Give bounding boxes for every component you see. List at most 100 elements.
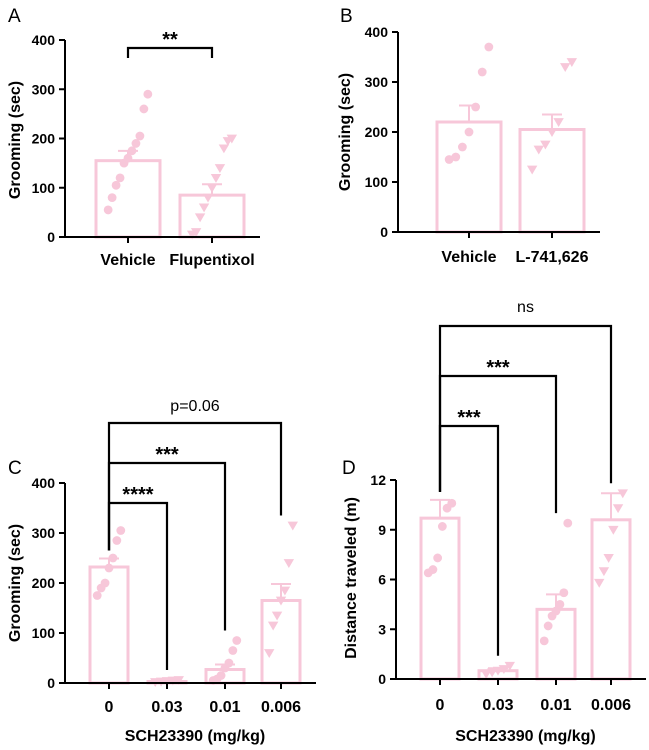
data-point — [594, 578, 605, 588]
data-point — [283, 559, 295, 568]
data-point — [275, 596, 287, 606]
data-point — [608, 525, 619, 535]
y-tick-label: 0 — [380, 224, 388, 240]
data-point — [143, 89, 153, 99]
data-point — [111, 180, 121, 190]
data-point — [457, 142, 467, 152]
data-point — [267, 621, 279, 631]
data-point — [135, 131, 145, 141]
data-point — [598, 567, 610, 577]
data-point — [264, 649, 275, 658]
data-point — [498, 665, 510, 674]
category-label: 0 — [436, 697, 445, 714]
significance-label: *** — [457, 407, 481, 429]
data-point — [447, 498, 457, 508]
y-tick-label: 200 — [32, 131, 56, 147]
data-point — [486, 668, 498, 678]
y-axis-label: Distance traveled (m) — [343, 497, 360, 659]
y-axis-label: Grooming (sec) — [7, 524, 24, 642]
y-tick-label: 100 — [32, 625, 56, 641]
panel-a: A Vehicle Flupentixol 0 100 200 300 400 Grooming… — [7, 6, 260, 269]
significance-label: ** — [162, 29, 178, 51]
panel-letter: D — [342, 458, 356, 479]
data-point — [471, 102, 481, 112]
bar — [178, 193, 246, 239]
x-axis-label: SCH23390 (mg/kg) — [455, 728, 596, 745]
data-point — [451, 152, 461, 162]
data-point — [100, 578, 110, 588]
data-point — [559, 588, 569, 598]
category-label: Flupentixol — [169, 252, 254, 269]
significance-bracket — [126, 46, 214, 58]
data-point — [428, 565, 438, 574]
data-point — [481, 670, 492, 679]
significance-label: *** — [155, 444, 179, 466]
data-point — [271, 611, 283, 621]
data-point — [551, 606, 561, 616]
y-tick-label: 400 — [365, 24, 389, 40]
data-point — [127, 146, 137, 156]
y-tick-label: 0 — [47, 229, 55, 245]
y-axis-label: Grooming (sec) — [7, 81, 24, 199]
category-label: 0.006 — [261, 699, 301, 716]
category-label: 0.006 — [591, 697, 631, 714]
data-point — [546, 128, 558, 137]
bar — [260, 599, 302, 685]
data-point — [115, 173, 125, 183]
category-label: L-741,626 — [516, 249, 589, 266]
data-point — [116, 526, 126, 535]
data-point — [555, 599, 565, 609]
significance-label: ns — [517, 299, 534, 316]
data-point — [504, 661, 515, 671]
data-point — [543, 621, 553, 631]
data-point — [107, 193, 117, 203]
data-point — [226, 134, 238, 144]
category-label: 0.03 — [151, 699, 182, 716]
category-label: Vehicle — [441, 249, 496, 266]
y-tick-label: 9 — [378, 522, 386, 538]
panel-letter: C — [8, 458, 22, 479]
y-tick-label: 300 — [365, 74, 389, 90]
x-axis-label: SCH23390 (mg/kg) — [125, 728, 266, 745]
data-point — [202, 193, 214, 203]
y-axis-label: Grooming (sec) — [337, 73, 354, 191]
data-point — [198, 203, 210, 213]
data-point — [123, 153, 133, 163]
y-tick-label: 400 — [32, 32, 56, 48]
panel-letter: A — [8, 6, 21, 27]
data-point — [617, 489, 628, 499]
y-tick-label: 100 — [32, 180, 56, 196]
y-tick-label: 200 — [32, 575, 56, 591]
y-tick-label: 200 — [365, 124, 389, 140]
y-tick-label: 12 — [370, 472, 386, 488]
data-point — [444, 155, 454, 164]
data-point — [533, 145, 544, 155]
data-point — [104, 563, 114, 573]
data-point — [108, 553, 118, 563]
y-tick-label: 300 — [32, 81, 56, 97]
y-tick-label: 400 — [32, 475, 56, 491]
bar — [590, 518, 632, 681]
y-tick-label: 100 — [365, 174, 389, 190]
data-point — [526, 165, 538, 175]
data-point — [540, 140, 551, 150]
data-point — [173, 676, 184, 685]
data-point — [433, 553, 443, 563]
data-point — [603, 554, 614, 563]
bar — [94, 159, 162, 239]
y-tick-label: 6 — [378, 572, 386, 588]
significance-label: p=0.06 — [170, 398, 219, 415]
data-point — [112, 536, 122, 545]
bar — [419, 516, 461, 681]
y-tick-label: 3 — [378, 621, 386, 637]
data-point — [492, 666, 504, 676]
data-point — [232, 636, 242, 645]
panel-letter: B — [340, 6, 353, 27]
data-point — [206, 183, 218, 193]
data-point — [131, 139, 141, 148]
data-point — [484, 42, 494, 52]
category-label: Vehicle — [100, 252, 155, 269]
data-point — [553, 118, 564, 127]
data-point — [103, 205, 113, 215]
